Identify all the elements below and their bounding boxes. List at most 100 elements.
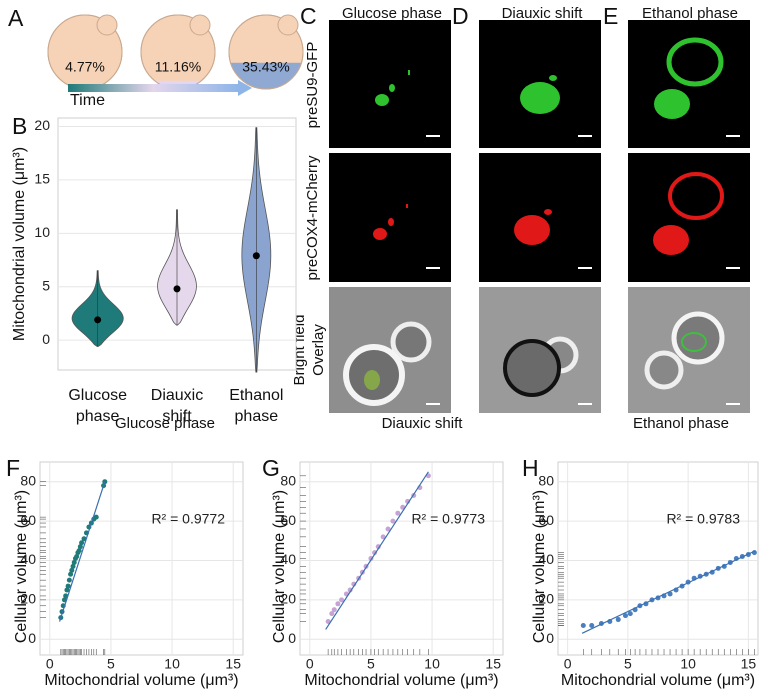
cell: [503, 339, 561, 397]
plot-title: Ethanol phase: [633, 415, 729, 432]
point: [79, 540, 85, 546]
time-arrow: [68, 84, 238, 92]
point: [93, 514, 99, 520]
chart-panel: H 0 5 10 15 0 20 40 60 80 Ethanol phase R² = 0.9783…: [522, 415, 759, 689]
panel-label: C: [300, 3, 317, 29]
y-tick-label: 10: [34, 224, 50, 240]
mean-point: [94, 316, 102, 324]
y-tick-label: 20: [538, 591, 554, 607]
y-tick-label: 20: [280, 591, 296, 607]
point: [589, 622, 595, 628]
percent-label: 11.16%: [155, 59, 201, 75]
x-tick-label: 5: [624, 656, 632, 672]
cell-outline: [228, 14, 304, 90]
panel-label: D: [452, 3, 469, 29]
y-tick-label: 60: [20, 512, 36, 528]
x-tick-label: Ethanol phase: [229, 387, 283, 425]
point: [70, 563, 76, 569]
point: [375, 544, 381, 550]
x-tick-label: 10: [424, 656, 440, 672]
x-tick-label: 5: [107, 656, 115, 672]
plot-area: [299, 461, 504, 656]
y-tick-label: 0: [546, 630, 554, 646]
annotation: R² = 0.9783: [666, 511, 740, 527]
time-label: Time: [70, 92, 105, 109]
point: [339, 597, 345, 603]
percent-label: 4.77%: [65, 59, 105, 75]
x-tick-label: Glucose phase: [68, 387, 127, 425]
x-axis-label: Mitochondrial volume (μm³): [304, 672, 498, 689]
mcherry-signal: [373, 204, 408, 240]
point: [622, 613, 628, 619]
panel-label: B: [12, 113, 27, 139]
column-title: Diauxic shift: [502, 5, 584, 22]
x-tick-label: 10: [164, 656, 180, 672]
time-arrow-head: [238, 80, 252, 96]
x-tick-label: 15: [741, 656, 757, 672]
x-axis-label: Mitochondrial volume (μm³): [44, 672, 238, 689]
annotation: R² = 0.9772: [151, 511, 225, 527]
panel-label: E: [603, 3, 618, 29]
panel-label: H: [522, 455, 539, 481]
gfp-signal: [654, 89, 690, 119]
bud: [277, 14, 299, 36]
point: [69, 567, 75, 573]
overlay-signal: [681, 332, 707, 352]
y-axis-label: Cellular volume (μm³): [13, 490, 30, 643]
charts: B 0 5 10 15 20 Glucose phase Diauxic shift Ethanol…: [6, 113, 759, 689]
y-tick-label: 80: [280, 472, 296, 488]
point: [335, 601, 341, 607]
point: [76, 548, 82, 554]
point: [65, 583, 71, 589]
x-axis-label: Mitochondrial volume (μm³): [561, 672, 755, 689]
point: [615, 617, 621, 623]
y-tick-label: 80: [538, 472, 554, 488]
cell-group: 4.77% 11.16% 35.43%: [47, 14, 304, 90]
y-tick-label: 40: [280, 551, 296, 567]
y-axis-label: Cellular volume (μm³): [271, 490, 288, 643]
point: [329, 611, 335, 617]
x-tick-label: 5: [367, 656, 375, 672]
point: [74, 554, 80, 560]
mcherry-signal: [514, 209, 552, 245]
x-tick-label: 0: [564, 656, 572, 672]
y-tick-label: 20: [34, 117, 50, 133]
row-label: Overlay: [310, 324, 327, 376]
point: [68, 571, 74, 577]
x-tick-label: 15: [225, 656, 241, 672]
point: [372, 550, 378, 556]
y-tick-label: 0: [42, 331, 50, 347]
mean-point: [252, 252, 260, 260]
y-tick-label: 5: [42, 277, 50, 293]
point: [390, 518, 396, 524]
cell: [644, 350, 684, 390]
gfp-signal: [375, 70, 410, 106]
point: [580, 622, 586, 628]
panel-label: G: [262, 455, 280, 481]
plot-title: Glucose phase: [115, 415, 215, 432]
x-tick-label: 15: [485, 656, 501, 672]
plot-title: Diauxic shift: [382, 415, 464, 432]
overlay-signal: [364, 370, 380, 390]
cell: [671, 311, 725, 365]
point: [331, 607, 337, 613]
plot-area: [557, 461, 759, 656]
column-title: Ethanol phase: [642, 5, 738, 22]
point: [64, 587, 70, 593]
microscopy: C D E Glucose phase Diauxic shift Ethano…: [291, 3, 750, 413]
image: [329, 20, 451, 148]
y-tick-label: 60: [538, 512, 554, 528]
point: [385, 526, 391, 532]
point: [66, 577, 72, 583]
y-tick-label: 40: [20, 551, 36, 567]
mean-point: [173, 285, 181, 293]
fit-line: [58, 481, 106, 622]
point: [380, 534, 386, 540]
x-tick-label: 0: [46, 656, 54, 672]
fit-line: [325, 471, 429, 630]
row-label: preCOX4-mCherry: [304, 155, 321, 281]
point: [347, 587, 353, 593]
mcherry-signal: [653, 225, 689, 255]
